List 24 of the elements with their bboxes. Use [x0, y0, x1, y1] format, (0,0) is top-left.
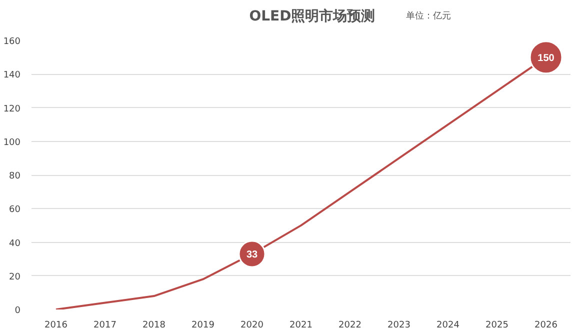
data-label: 33: [246, 250, 258, 261]
x-tick-label: 2022: [338, 320, 362, 330]
data-label: 150: [538, 52, 555, 64]
x-tick-label: 2017: [94, 320, 116, 330]
y-tick-label: 100: [3, 138, 21, 148]
x-tick-label: 2016: [44, 320, 68, 330]
y-tick-label: 140: [3, 70, 21, 81]
x-tick-label: 2019: [192, 320, 215, 330]
x-tick-label: 2018: [142, 320, 166, 330]
x-tick-label: 2020: [240, 320, 264, 330]
y-tick-label: 80: [9, 172, 21, 182]
x-tick-label: 2024: [436, 320, 460, 330]
y-tick-label: 40: [9, 238, 21, 249]
y-tick-label: 160: [3, 37, 21, 47]
x-tick-label: 2025: [486, 320, 508, 330]
y-tick-label: 20: [9, 272, 21, 282]
x-tick-label: 2023: [388, 320, 410, 330]
y-tick-label: 60: [9, 205, 21, 216]
chart-subtitle: 单位：亿元: [406, 10, 451, 22]
x-tick-label: 2026: [534, 320, 558, 330]
chart-title: OLED照明市场预测: [249, 8, 376, 24]
y-tick-label: 0: [14, 306, 21, 316]
y-tick-label: 120: [3, 104, 21, 114]
x-tick-label: 2021: [290, 320, 312, 330]
